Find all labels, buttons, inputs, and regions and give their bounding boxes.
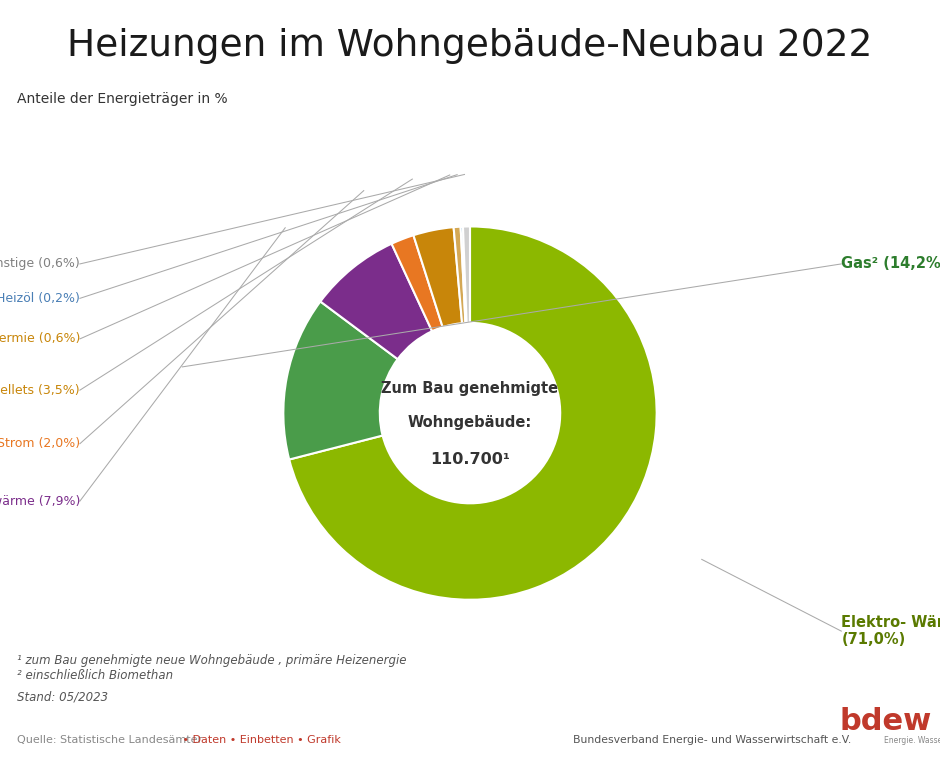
Wedge shape — [454, 226, 465, 324]
Text: Stand: 05/2023: Stand: 05/2023 — [17, 691, 108, 704]
Text: Heizungen im Wohngebäude-Neubau 2022: Heizungen im Wohngebäude-Neubau 2022 — [68, 28, 872, 63]
Text: ² einschließlich Biomethan: ² einschließlich Biomethan — [17, 669, 173, 682]
Text: Strom (2,0%): Strom (2,0%) — [0, 438, 80, 450]
Wedge shape — [414, 227, 462, 327]
Text: Wohngebäude:: Wohngebäude: — [408, 415, 532, 430]
Text: Solarthermie (0,6%): Solarthermie (0,6%) — [0, 333, 80, 345]
Text: Sonstige (0,6%): Sonstige (0,6%) — [0, 258, 80, 270]
Wedge shape — [461, 226, 466, 323]
Wedge shape — [283, 301, 398, 460]
Text: Holz/Holzpellets (3,5%): Holz/Holzpellets (3,5%) — [0, 384, 80, 396]
Wedge shape — [290, 226, 657, 600]
Text: Quelle: Statistische Landesämter: Quelle: Statistische Landesämter — [17, 735, 202, 745]
Text: ¹ zum Bau genehmigte neue Wohngebäude , primäre Heizenergie: ¹ zum Bau genehmigte neue Wohngebäude , … — [17, 654, 406, 667]
Text: Zum Bau genehmigte: Zum Bau genehmigte — [382, 381, 558, 396]
Text: 110.700¹: 110.700¹ — [431, 452, 509, 467]
Text: • Daten • Einbetten • Grafik: • Daten • Einbetten • Grafik — [179, 735, 340, 745]
Text: Energie. Wasser. Leben.: Energie. Wasser. Leben. — [884, 736, 940, 745]
Text: Fernwärme (7,9%): Fernwärme (7,9%) — [0, 495, 80, 507]
Text: Elektro- Wärmepumpen
(71,0%): Elektro- Wärmepumpen (71,0%) — [841, 615, 940, 647]
Wedge shape — [463, 226, 470, 323]
Text: Bundesverband Energie- und Wasserwirtschaft e.V.: Bundesverband Energie- und Wasserwirtsch… — [573, 735, 852, 745]
Text: Heizöl (0,2%): Heizöl (0,2%) — [0, 292, 80, 304]
Text: Anteile der Energieträger in %: Anteile der Energieträger in % — [17, 92, 227, 106]
Wedge shape — [321, 244, 432, 359]
Text: bdew: bdew — [839, 707, 932, 736]
Text: Gas² (14,2%): Gas² (14,2%) — [841, 256, 940, 272]
Wedge shape — [392, 235, 443, 331]
